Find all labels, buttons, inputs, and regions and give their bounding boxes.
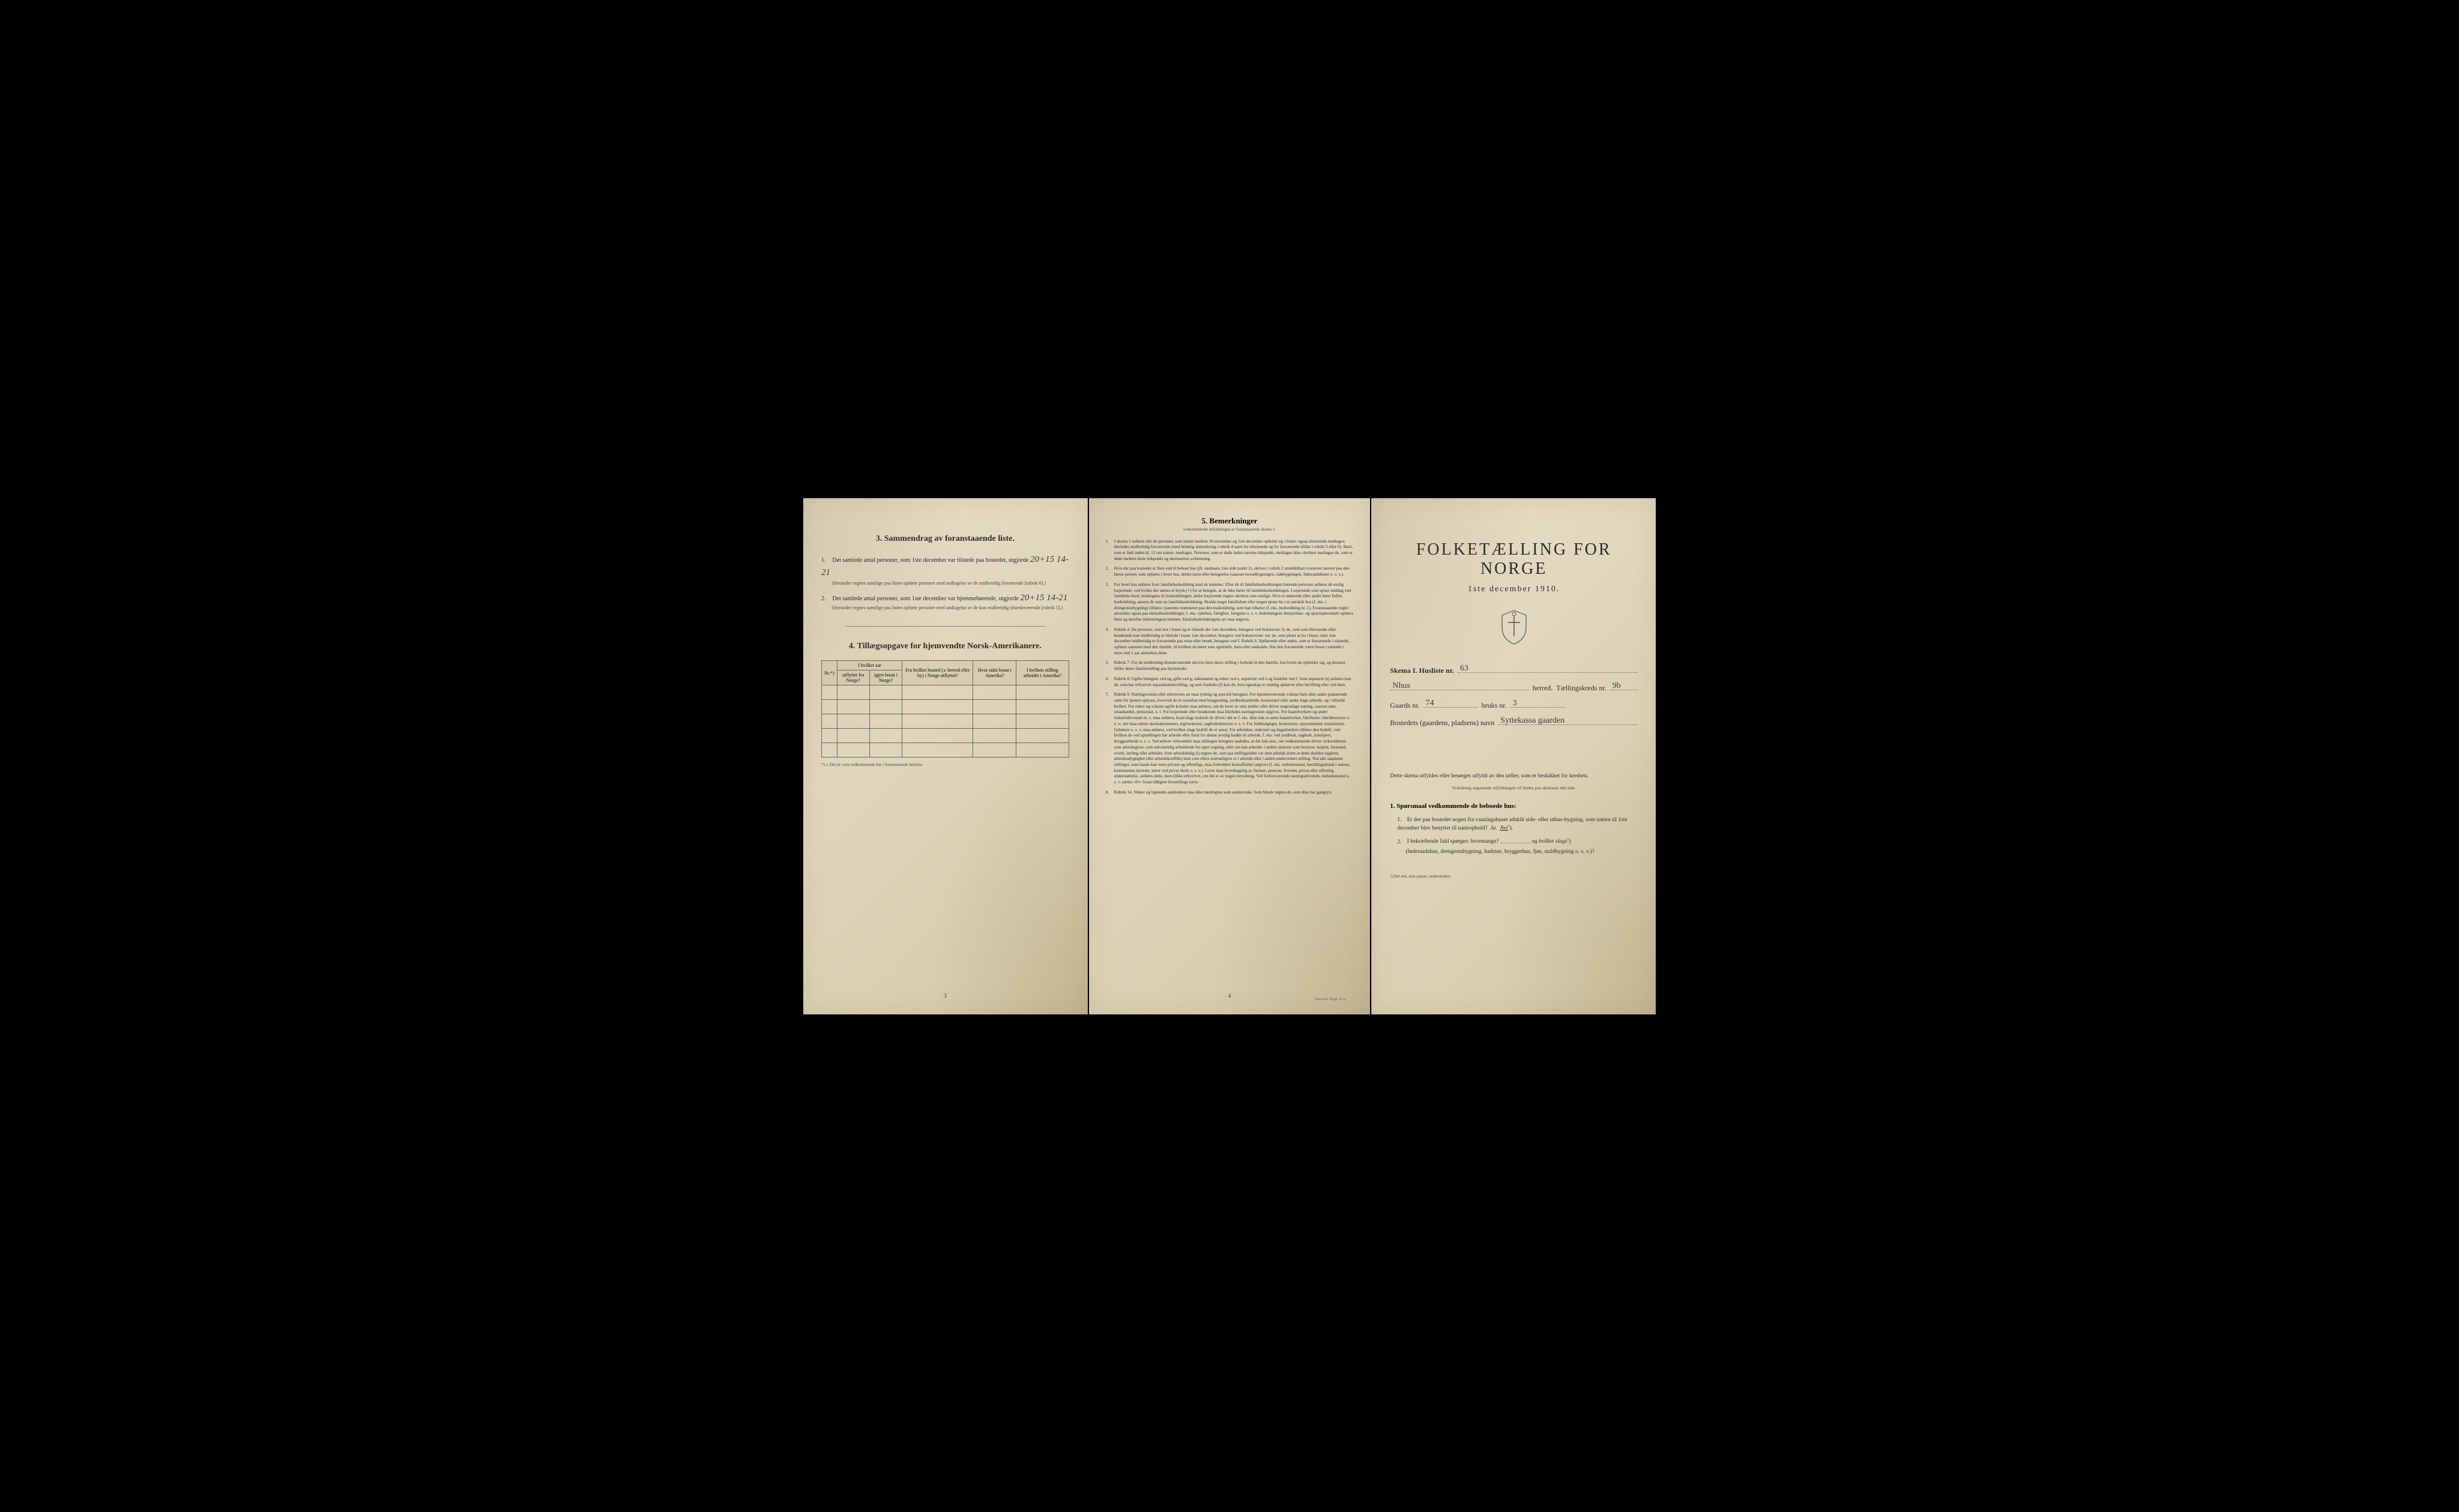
herred-label: herred. <box>1533 684 1553 693</box>
printer-mark: Steen'ske Bogtr. Kr.a. <box>1315 998 1346 1001</box>
section-5-title: 5. Bemerkninger <box>1106 516 1354 526</box>
gaards-value: 74 <box>1426 699 1434 708</box>
question-1: 1. Er der paa bostedet nogen fra vaaning… <box>1397 816 1638 833</box>
section-4-title: 4. Tillægsopgave for hjemvendte Norsk-Am… <box>821 642 1069 651</box>
remark-4: 4.Rubrik 4. De personer, som bor i huset… <box>1106 627 1354 657</box>
skema-label: Skema I. Husliste nr. <box>1390 666 1454 675</box>
table-row <box>822 685 1069 700</box>
q1-ja: Ja. <box>1490 825 1497 831</box>
bruks-label: bruks nr. <box>1482 701 1507 710</box>
question-section-title: 1. Spørsmaal vedkommende de beboede hus: <box>1390 803 1638 810</box>
question-2: 2. I bekræftende fald spørges: hvormange… <box>1397 837 1638 856</box>
census-date: 1ste december 1910. <box>1390 585 1638 594</box>
instruction-text: Dette skema utfyldes eller besørges utfy… <box>1390 772 1638 780</box>
q2-text2: og hvilket slags <box>1531 839 1567 845</box>
q1-text: Er der paa bostedet nogen fra vaaningshu… <box>1397 817 1627 831</box>
item-1: 1. Det samlede antal personer, som 1ste … <box>821 553 1069 586</box>
remark-1: 1.I skema 1 anføres alle de personer, so… <box>1106 539 1354 562</box>
item-2-text: Det samlede antal personer, som 1ste dec… <box>833 595 1019 602</box>
page-number-4: 4 <box>1228 993 1231 999</box>
th-stilling: I hvilken stilling arbeidet i Amerika? <box>1016 661 1069 685</box>
table-row <box>822 700 1069 714</box>
bosted-label: Bostedets (gaardens, pladsens) navn <box>1390 718 1494 727</box>
th-nr: Nr.*) <box>822 661 837 685</box>
remarks-list: 1.I skema 1 anføres alle de personer, so… <box>1106 539 1354 796</box>
gaards-label: Gaards nr. <box>1390 701 1419 710</box>
page-number-3: 3 <box>944 993 947 999</box>
th-amerika: Hvor sidst bosat i Amerika? <box>973 661 1016 685</box>
section-5-subtitle: vedkommende utfyldningen av foranstaaend… <box>1106 527 1354 532</box>
item-1-note: (Herunder regnes samtlige paa listen opf… <box>832 580 1069 586</box>
table-container: Nr.*) I hvilket aar Fra hvilket bosted (… <box>821 660 1069 767</box>
bosted-value: Syttekassa gaarden <box>1500 716 1564 726</box>
bosted-line: Bostedets (gaardens, pladsens) navn Sytt… <box>1390 718 1638 727</box>
q2-text: I bekræftende fald spørges: hvormange? <box>1407 839 1499 845</box>
section-3-title: 3. Sammendrag av foranstaaende liste. <box>821 534 1069 544</box>
q2-note: (føderaadshus, drengestubygning, badstue… <box>1405 848 1638 856</box>
tiny-instruction: Veiledning angaaende utfyldningen vil fi… <box>1390 785 1638 791</box>
table-row <box>822 714 1069 729</box>
th-bosted: Fra hvilket bosted (ɔ: herred eller by) … <box>902 661 973 685</box>
th-aar-group: I hvilket aar <box>837 661 902 670</box>
q1-nei: Nei <box>1500 825 1508 831</box>
skema-line: Skema I. Husliste nr. 63 <box>1390 666 1638 675</box>
remark-3: 3.For hvert hus anføres hver familiehush… <box>1106 582 1354 623</box>
footnote-right: ¹) Det ord, som passer, understrekes. <box>1390 874 1638 879</box>
remark-6: 6.Rubrik 8. Ugifte betegnes ved ug, gift… <box>1106 676 1354 688</box>
page-4: 5. Bemerkninger vedkommende utfyldningen… <box>1089 498 1371 1014</box>
table-row <box>822 729 1069 743</box>
norsk-amerikanere-table: Nr.*) I hvilket aar Fra hvilket bosted (… <box>821 660 1069 758</box>
remark-8: 8.Rubrik 14. Sinker og lignende aandsslø… <box>1106 790 1354 796</box>
th-utflyttet: utflyttet fra Norge? <box>837 670 869 685</box>
remark-5: 5.Rubrik 7. For de midlertidig tilstedev… <box>1106 660 1354 672</box>
herred-line: Nhus herred. Tællingskreds nr. 9b <box>1390 684 1638 693</box>
gaards-line: Gaards nr. 74 bruks nr. 3 <box>1390 701 1638 710</box>
divider <box>845 626 1045 627</box>
item-2-note: (Herunder regnes samtlige paa listen opf… <box>832 604 1069 611</box>
table-row <box>822 743 1069 758</box>
coat-of-arms-icon <box>1390 609 1638 648</box>
main-title: FOLKETÆLLING FOR NORGE <box>1390 540 1638 579</box>
taellingskreds-label: Tællingskreds nr. <box>1556 684 1606 693</box>
bruks-value: 3 <box>1513 699 1517 708</box>
taellingskreds-value: 9b <box>1613 681 1621 691</box>
herred-value: Nhus <box>1392 681 1410 691</box>
page-3: 3. Sammendrag av foranstaaende liste. 1.… <box>803 498 1088 1014</box>
remark-7: 7.Rubrik 9. Næringsveiens eller erhverve… <box>1106 692 1354 786</box>
item-2: 2. Det samlede antal personer, som 1ste … <box>821 591 1069 612</box>
th-bosat: igjen bosat i Norge? <box>869 670 902 685</box>
table-footnote: *) ɔ: Det nr. som vedkommende har i fora… <box>821 762 1069 767</box>
item-1-text: Det samlede antal personer, som 1ste dec… <box>833 557 1029 564</box>
table-body <box>822 685 1069 758</box>
remark-2: 2.Hvis der paa bostedet er flere end ét … <box>1106 566 1354 577</box>
document-container: 3. Sammendrag av foranstaaende liste. 1.… <box>791 486 1668 1026</box>
page-1-cover: FOLKETÆLLING FOR NORGE 1ste december 191… <box>1371 498 1656 1014</box>
item-2-value: 20+15 14-21 <box>1020 593 1067 603</box>
husliste-nr-value: 63 <box>1460 664 1468 673</box>
